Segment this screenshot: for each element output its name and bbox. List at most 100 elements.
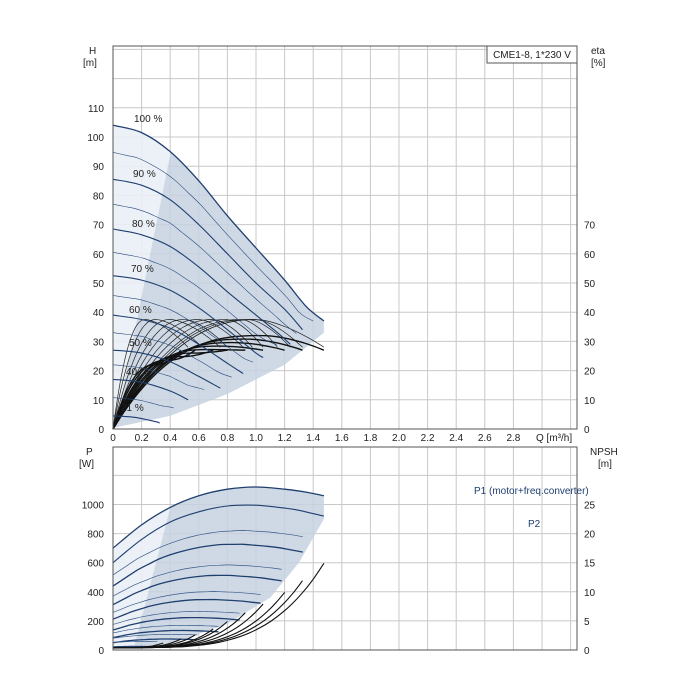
y-right-tick-label: 60 — [584, 250, 596, 261]
y-tick-label: 60 — [93, 250, 105, 261]
power-y-tick-label: 400 — [87, 588, 104, 599]
power-plot-frame — [112, 446, 578, 651]
power-region — [134, 487, 324, 646]
power-y-right-label: NPSH — [590, 447, 618, 458]
npsh-y-tick-label: 20 — [584, 530, 596, 541]
p2-curve — [112, 504, 325, 564]
x-axis-label: Q [m³/h] — [536, 433, 572, 444]
x-tick-label: 0.6 — [192, 433, 206, 444]
head-curve — [112, 349, 221, 389]
power-curve-speed — [112, 616, 240, 631]
p1-label: P1 (motor+freq.converter) — [474, 486, 589, 497]
efficiency-curve — [112, 319, 221, 430]
efficiency-curve-bold — [112, 345, 264, 430]
speed-label: 60 % — [129, 305, 152, 316]
head-curve-intermediate — [112, 295, 254, 363]
y-left-label: H — [89, 46, 96, 57]
y-tick-label: 0 — [98, 425, 104, 436]
power-y-tick-label: 0 — [98, 646, 104, 657]
p1-curve — [112, 486, 325, 549]
head-curve — [112, 275, 264, 358]
x-tick-label: 0.8 — [220, 433, 234, 444]
y-right-label: eta — [591, 46, 605, 57]
power-panel: P1 (motor+freq.converter) P2 P [W] NPSH … — [79, 446, 618, 658]
power-curve-speed — [112, 543, 303, 587]
x-tick-label: 1.2 — [278, 433, 292, 444]
x-tick-label: 0 — [110, 433, 116, 444]
head-curve-intermediate — [112, 397, 174, 409]
head-curve — [112, 415, 160, 424]
power-curve-speed — [112, 610, 240, 625]
npsh-y-tick-label: 15 — [584, 559, 596, 570]
x-tick-label: 1.8 — [363, 433, 377, 444]
speed-label: 50 % — [129, 338, 152, 349]
head-curve — [112, 314, 244, 374]
y-tick-label: 80 — [93, 191, 105, 202]
power-y-tick-label: 1000 — [82, 501, 105, 512]
head-curve — [112, 178, 303, 331]
power-curve-speed — [112, 598, 261, 620]
head-curves — [112, 124, 325, 424]
legend-text: CME1-8, 1*230 V — [493, 50, 571, 61]
power-y-right-unit: [m] — [598, 459, 612, 470]
power-y-left-tick-labels: 0 200 400 600 800 1000 — [82, 501, 105, 658]
power-curve-speed — [112, 638, 198, 644]
npsh-y-tick-label: 25 — [584, 501, 596, 512]
speed-labels: 100 % 90 % 80 % 70 % 60 % 50 % 40 % 21 % — [121, 114, 162, 414]
power-curve-speed — [112, 633, 198, 639]
power-y-tick-label: 600 — [87, 559, 104, 570]
npsh-curves — [113, 562, 325, 649]
y-tick-label: 100 — [87, 133, 104, 144]
y-left-unit: [m] — [83, 58, 97, 69]
speed-label: 40 % — [126, 367, 149, 378]
efficiency-curve-bold — [112, 338, 303, 430]
y-tick-label: 90 — [93, 162, 105, 173]
power-y-tick-label: 800 — [87, 530, 104, 541]
y-right-tick-label: 30 — [584, 337, 596, 348]
speed-label: 80 % — [132, 219, 155, 230]
head-panel: 100 % 90 % 80 % 70 % 60 % 50 % 40 % 21 % CME1-8… — [83, 45, 606, 444]
y-right-tick-label: 50 — [584, 279, 596, 290]
y-right-tick-label: 20 — [584, 367, 596, 378]
head-curve-intermediate — [112, 252, 277, 346]
x-tick-label: 2.0 — [392, 433, 406, 444]
y-right-tick-label: 0 — [584, 425, 590, 436]
x-tick-label: 1.6 — [335, 433, 349, 444]
head-curve-intermediate — [112, 332, 232, 378]
power-y-left-label: P — [86, 447, 93, 458]
efficiency-curve-bold — [112, 349, 182, 430]
npsh-y-tick-label: 10 — [584, 588, 596, 599]
legend-box — [486, 45, 578, 64]
npsh-curve — [113, 642, 164, 649]
efficiency-curve — [112, 319, 264, 430]
power-y-tick-label: 200 — [87, 617, 104, 628]
head-curve — [112, 124, 325, 322]
x-tick-label: 0.2 — [135, 433, 149, 444]
y-right-tick-labels: 0 10 20 30 40 50 60 70 — [584, 221, 596, 436]
efficiency-curve — [112, 319, 228, 430]
speed-label: 90 % — [133, 169, 156, 180]
head-curve — [112, 378, 189, 401]
efficiency-curve — [112, 319, 189, 430]
head-curve-intermediate — [112, 152, 314, 322]
y-left-tick-labels: 0 10 20 30 40 50 60 70 80 90 100 110 — [87, 104, 104, 436]
x-tick-labels: 0 0.2 0.4 0.6 0.8 1.0 1.2 1.4 1.6 1.8 2.0 2.2 2.4 2.6… — [110, 433, 521, 444]
speed-label: 21 % — [121, 403, 144, 414]
head-curve — [112, 228, 291, 345]
power-y-right-tick-labels: 0 5 10 15 20 25 — [584, 501, 596, 658]
y-tick-label: 50 — [93, 279, 105, 290]
power-region-low-flow — [113, 507, 171, 650]
operating-region-low-flow — [113, 125, 171, 430]
power-curve-speed — [112, 574, 282, 606]
power-curve-speed — [112, 629, 219, 639]
x-tick-label: 1.0 — [249, 433, 263, 444]
y-right-tick-label: 10 — [584, 396, 596, 407]
p2-label: P2 — [528, 519, 541, 530]
y-tick-label: 110 — [88, 104, 104, 115]
power-y-left-unit: [W] — [79, 459, 94, 470]
y-tick-label: 40 — [93, 308, 105, 319]
x-tick-label: 2.6 — [478, 433, 492, 444]
head-curve-intermediate — [112, 203, 297, 334]
power-curve-speed — [112, 591, 261, 613]
